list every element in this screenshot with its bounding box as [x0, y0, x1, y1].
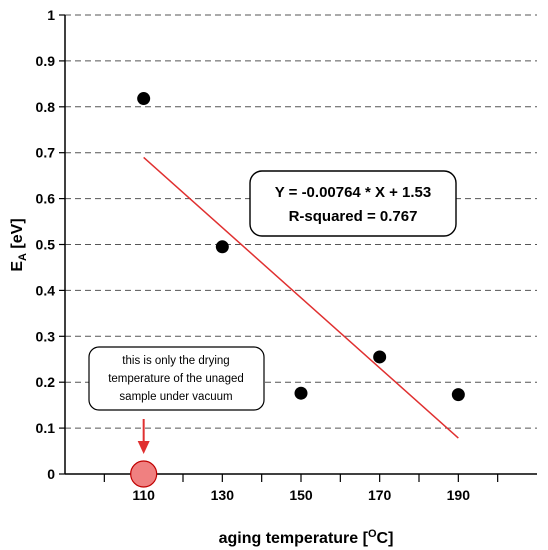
y-tick-label: 1	[47, 7, 55, 23]
equation-box-frame	[249, 170, 457, 237]
regression-line	[143, 156, 459, 439]
grid-lines	[65, 14, 537, 429]
x-tick-label: 170	[368, 487, 392, 503]
y-tick-label: 0.1	[36, 420, 56, 436]
data-point	[451, 388, 465, 402]
equation-box: Y = -0.00764 * X + 1.53 R-squared = 0.76…	[249, 170, 457, 237]
regression-line-group	[143, 156, 459, 439]
y-tick-label: 0.2	[36, 374, 56, 390]
data-point	[373, 350, 387, 364]
data-points	[130, 92, 465, 488]
x-tick-label: 110	[132, 487, 155, 503]
annotation-note: this is only the drying temperature of t…	[88, 346, 265, 411]
equation-text: Y = -0.00764 * X + 1.53	[275, 184, 432, 201]
y-axis-title-sub: A	[17, 253, 29, 261]
annotation-arrow	[137, 419, 150, 454]
y-axis-title-main: E	[9, 261, 26, 272]
x-tick-label: 130	[211, 487, 235, 503]
y-tick-label: 0.8	[36, 99, 56, 115]
y-tick-label: 0.9	[36, 53, 56, 69]
x-tick-label: 190	[447, 487, 471, 503]
annotation-line-3: sample under vacuum	[119, 391, 232, 403]
y-tick-label: 0.7	[36, 145, 56, 161]
y-axis-title-end: [eV]	[9, 218, 26, 253]
data-point	[294, 386, 308, 400]
y-tick-label: 0	[47, 466, 55, 482]
data-point	[137, 92, 151, 106]
y-tick-label: 0.5	[36, 237, 56, 253]
y-tick-label: 0.6	[36, 191, 56, 207]
data-point	[215, 240, 229, 254]
x-axis-title-sup: O	[368, 528, 377, 540]
highlighted-point	[130, 460, 158, 488]
annotation-box-frame	[88, 346, 265, 411]
x-axis-title-main: aging temperature [	[219, 530, 369, 547]
annotation-line-1: this is only the drying	[122, 355, 229, 367]
y-tick-label: 0.3	[36, 328, 56, 344]
y-axis-title: EA [eV]	[9, 218, 29, 271]
axes	[59, 14, 537, 482]
x-axis-title-end: C]	[377, 530, 394, 547]
y-tick-label: 0.4	[36, 282, 56, 298]
x-tick-label: 150	[289, 487, 313, 503]
annotation-arrow-head	[137, 441, 150, 454]
annotation-line-2: temperature of the unaged	[108, 373, 244, 385]
x-axis-title: aging temperature [OC]	[219, 528, 394, 547]
r-squared-text: R-squared = 0.767	[289, 208, 418, 225]
tick-labels: 0 0.1 0.2 0.3 0.4 0.5 0.6 0.7 0.8 0.9 1 110 130 150 17…	[36, 7, 471, 503]
